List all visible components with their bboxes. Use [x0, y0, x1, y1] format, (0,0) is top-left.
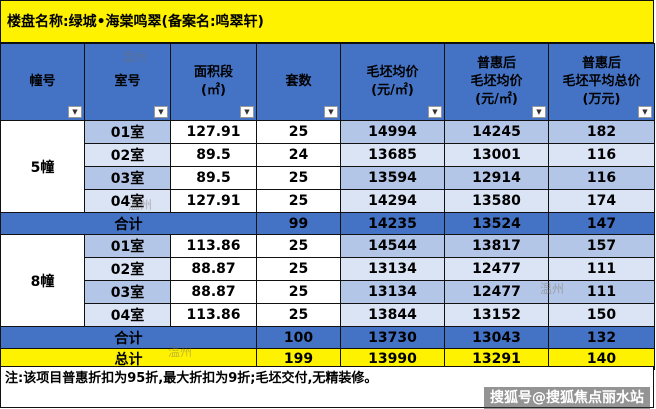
- area-cell: 113.86: [170, 234, 257, 258]
- subtotal-row: 合计 100 13730 13043 132: [0, 326, 655, 349]
- count-cell: 25: [256, 166, 341, 190]
- count-cell: 25: [256, 120, 341, 144]
- header-row: 幢号 ▼ 室号 ▼ 面积段 (㎡) ▼ 套数 ▼ 毛坯均价 (元/㎡) ▼ 普惠后 毛坯均价 (元…: [0, 43, 655, 121]
- unit-cell: 04室: [84, 189, 171, 213]
- header-unit[interactable]: 室号 ▼: [84, 43, 171, 121]
- unit-cell: 01室: [84, 234, 171, 258]
- grand-total-total-price: 140: [548, 348, 655, 370]
- total-price-cell: 150: [548, 303, 655, 327]
- area-cell: 127.91: [170, 120, 257, 144]
- header-building[interactable]: 幢号 ▼: [0, 43, 85, 121]
- unit-cell: 03室: [84, 280, 171, 304]
- area-cell: 89.5: [170, 166, 257, 190]
- area-cell: 88.87: [170, 280, 257, 304]
- grand-total-row: 总计 199 13990 13291 140: [0, 348, 655, 370]
- watermark-stamp: 温州: [540, 282, 565, 296]
- price-cell: 13844: [340, 303, 445, 327]
- footnote-text: 注:该项目普惠折扣为95折,最大折扣为9折;毛坯交付,无精装修。: [5, 371, 378, 386]
- discount-price-cell: 12477: [444, 280, 549, 304]
- building-cell: 8幢: [0, 234, 85, 327]
- subtotal-label: 合计: [0, 212, 257, 235]
- filter-dropdown-icon[interactable]: ▼: [428, 106, 442, 118]
- discount-price-cell: 13152: [444, 303, 549, 327]
- table-row: 5幢 01室 127.91 25 14994 14245 182: [0, 120, 655, 213]
- source-watermark: 搜狐号@搜狐焦点丽水站: [484, 387, 650, 409]
- total-price-cell: 111: [548, 280, 655, 304]
- discount-price-cell: 13817: [444, 234, 549, 258]
- subtotal-price: 13730: [340, 326, 445, 349]
- filter-dropdown-icon[interactable]: ▼: [240, 106, 254, 118]
- header-total-price[interactable]: 普惠后 毛坯平均总价 (万元) ▼: [548, 43, 655, 121]
- price-cell: 14994: [340, 120, 445, 144]
- price-cell: 14294: [340, 189, 445, 213]
- discount-price-cell: 13001: [444, 143, 549, 167]
- count-cell: 25: [256, 303, 341, 327]
- subtotal-label: 合计: [0, 326, 257, 349]
- total-price-cell: 111: [548, 257, 655, 281]
- count-cell: 25: [256, 257, 341, 281]
- total-price-cell: 174: [548, 189, 655, 213]
- subtotal-price: 14235: [340, 212, 445, 235]
- grand-total-price: 13990: [340, 348, 445, 370]
- table-row: 03室 89.5 25 13594 12914 116: [1, 166, 655, 190]
- area-cell: 113.86: [170, 303, 257, 327]
- watermark-stamp: 温州: [168, 345, 193, 359]
- subtotal-total-price: 132: [548, 326, 655, 349]
- total-price-cell: 116: [548, 143, 655, 167]
- filter-dropdown-icon[interactable]: ▼: [324, 106, 338, 118]
- subtotal-discount-price: 13043: [444, 326, 549, 349]
- watermark-stamp: 温州: [128, 198, 153, 212]
- price-cell: 13594: [340, 166, 445, 190]
- unit-cell: 02室: [84, 257, 171, 281]
- table-row: 02室 88.87 25 13134 12477 111: [1, 257, 655, 281]
- unit-cell: 01室: [84, 120, 171, 144]
- count-cell: 25: [256, 234, 341, 258]
- subtotal-count: 99: [256, 212, 341, 235]
- total-price-cell: 182: [548, 120, 655, 144]
- area-cell: 88.87: [170, 257, 257, 281]
- sheet-title: 楼盘名称:绿城•海棠鸣翠(备案名:鸣翠轩): [0, 0, 654, 43]
- total-price-cell: 116: [548, 166, 655, 190]
- filter-dropdown-icon[interactable]: ▼: [154, 106, 168, 118]
- discount-price-cell: 12477: [444, 257, 549, 281]
- unit-cell: 02室: [84, 143, 171, 167]
- building-cell: 5幢: [0, 120, 85, 213]
- table-row: 04室 127.91 25 14294 13580 174: [1, 189, 655, 213]
- header-discount-price[interactable]: 普惠后 毛坯均价 (元/㎡) ▼: [444, 43, 549, 121]
- price-cell: 14544: [340, 234, 445, 258]
- area-cell: 89.5: [170, 143, 257, 167]
- subtotal-discount-price: 13524: [444, 212, 549, 235]
- header-area[interactable]: 面积段 (㎡) ▼: [170, 43, 257, 121]
- area-cell: 127.91: [170, 189, 257, 213]
- header-price[interactable]: 毛坯均价 (元/㎡) ▼: [340, 43, 445, 121]
- total-price-cell: 157: [548, 234, 655, 258]
- unit-cell: 03室: [84, 166, 171, 190]
- table-row: 02室 89.5 24 13685 13001 116: [1, 143, 655, 167]
- filter-dropdown-icon[interactable]: ▼: [68, 106, 82, 118]
- price-cell: 13685: [340, 143, 445, 167]
- discount-price-cell: 14245: [444, 120, 549, 144]
- header-count[interactable]: 套数 ▼: [256, 43, 341, 121]
- discount-price-cell: 12914: [444, 166, 549, 190]
- watermark-stamp: 温州: [122, 50, 147, 64]
- count-cell: 24: [256, 143, 341, 167]
- table-row: 04室 113.86 25 13844 13152 150: [1, 303, 655, 327]
- discount-price-cell: 13580: [444, 189, 549, 213]
- price-table: 幢号 ▼ 室号 ▼ 面积段 (㎡) ▼ 套数 ▼ 毛坯均价 (元/㎡) ▼ 普惠后 毛坯均价 (元…: [0, 43, 655, 370]
- price-cell: 13134: [340, 257, 445, 281]
- filter-dropdown-icon[interactable]: ▼: [638, 106, 652, 118]
- filter-dropdown-icon[interactable]: ▼: [532, 106, 546, 118]
- price-cell: 13134: [340, 280, 445, 304]
- count-cell: 25: [256, 189, 341, 213]
- grand-total-label: 总计: [0, 348, 257, 370]
- count-cell: 25: [256, 280, 341, 304]
- unit-cell: 04室: [84, 303, 171, 327]
- subtotal-row: 合计 99 14235 13524 147: [0, 212, 655, 235]
- subtotal-total-price: 147: [548, 212, 655, 235]
- subtotal-count: 100: [256, 326, 341, 349]
- table-row: 8幢 01室 113.86 25 14544 13817 157: [0, 234, 655, 327]
